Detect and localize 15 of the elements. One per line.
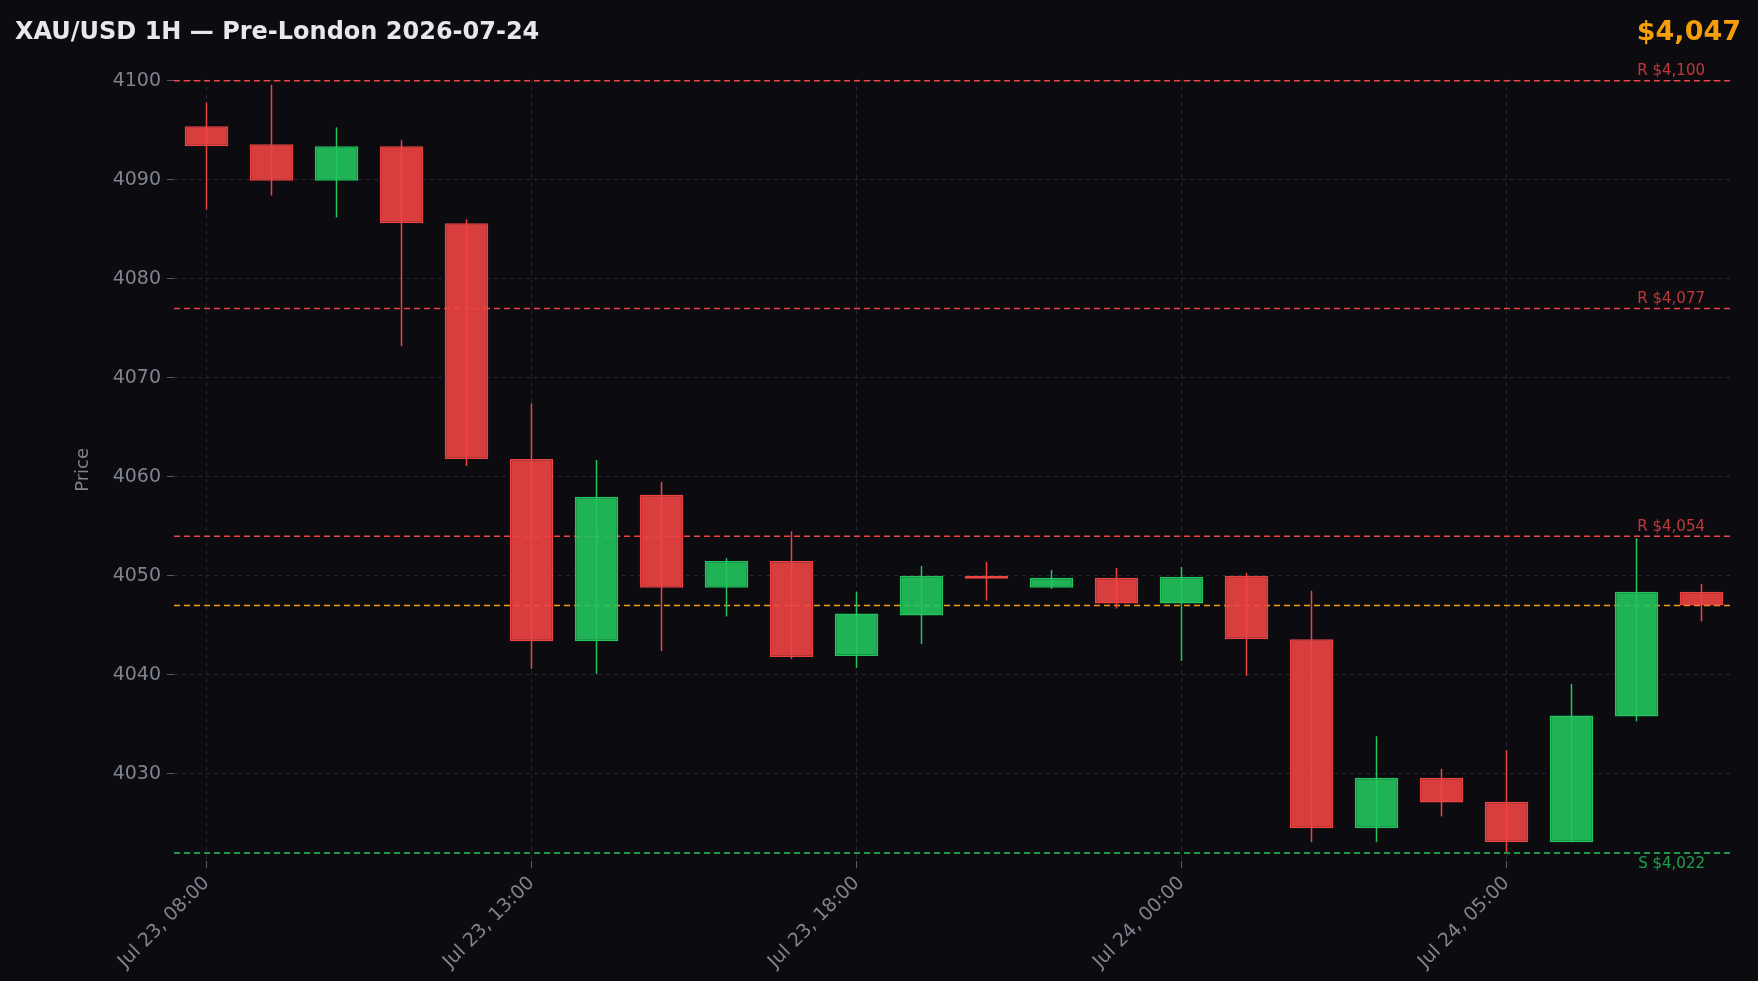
ref-line-label: R $4,054	[1637, 516, 1705, 535]
y-axis-title: Price	[71, 447, 93, 492]
y-tick-label: 4090	[112, 166, 161, 189]
y-tick-label: 4040	[112, 661, 161, 684]
text: $4,047	[1636, 15, 1741, 47]
ref-line-label: R $4,077	[1637, 288, 1705, 307]
y-tick-label: 4070	[112, 364, 161, 387]
ref-line-label: S $4,022	[1638, 853, 1705, 872]
y-tick-label: 4080	[112, 265, 161, 288]
ref-line-label: R $4,100	[1637, 61, 1705, 80]
y-tick-label: 4050	[112, 562, 161, 585]
y-tick-label: 4030	[112, 760, 161, 783]
y-tick-label: 4100	[112, 67, 161, 90]
y-tick-label: 4060	[112, 463, 161, 486]
chart-title: XAU/USD 1H — Pre-London 2026-07-24	[15, 16, 540, 45]
